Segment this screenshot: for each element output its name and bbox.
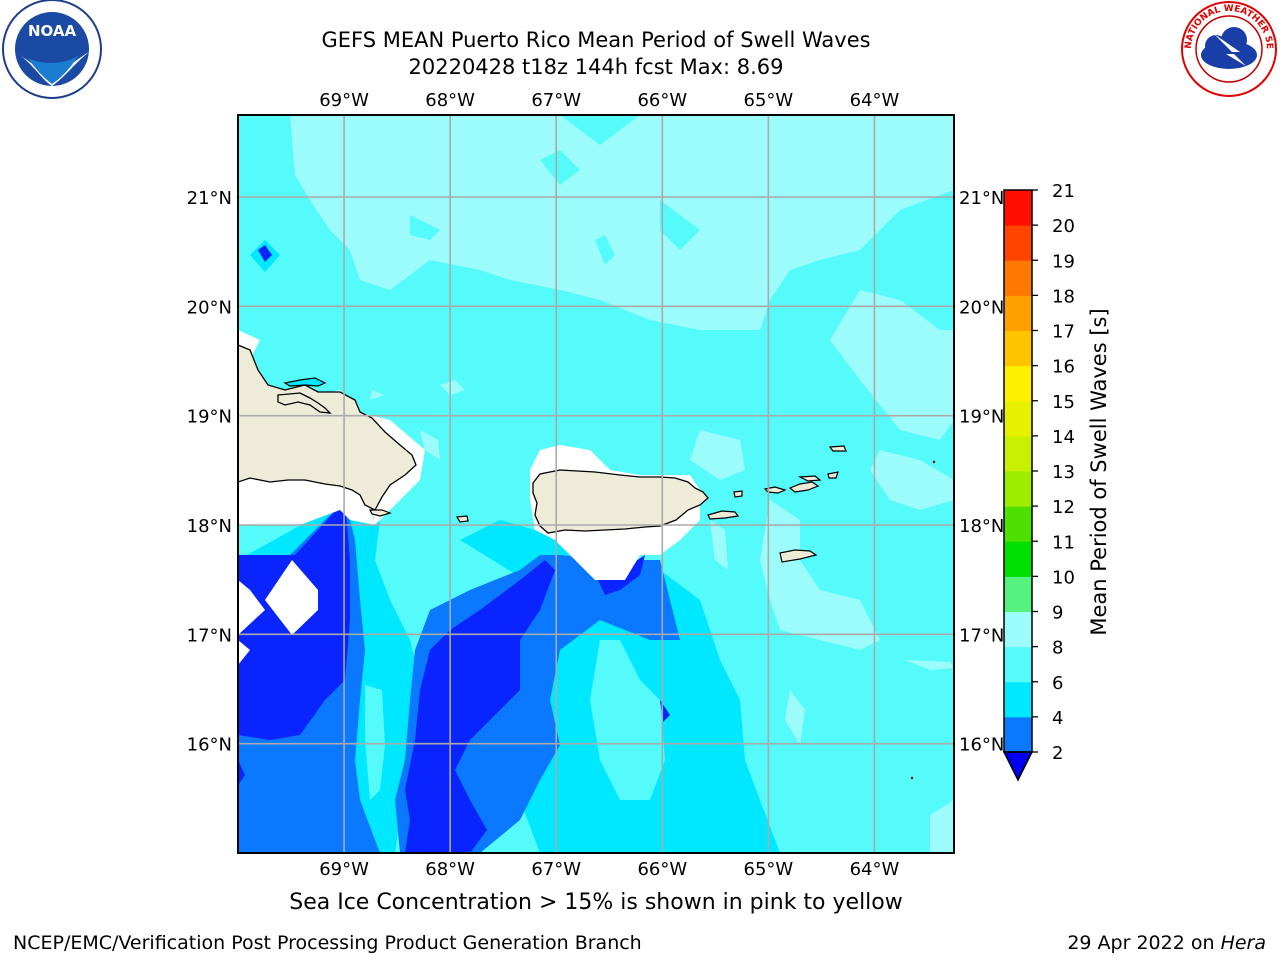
colorbar-segment: [1004, 471, 1032, 507]
swell-period-contours: [238, 115, 954, 853]
lat-tick-label-left: 16°N: [187, 735, 232, 756]
colorbar-tick-label: 19: [1052, 251, 1075, 272]
colorbar-segment: [1004, 716, 1032, 753]
colorbar-segment: [1004, 260, 1032, 296]
lat-tick-label-right: 17°N: [959, 625, 1004, 646]
lon-tick-label-bottom: 67°W: [531, 859, 581, 880]
colorbar-tick-label: 9: [1052, 603, 1063, 624]
footer-branch: NCEP/EMC/Verification Post Processing Pr…: [13, 932, 642, 954]
colorbar-tick-label: 21: [1052, 181, 1075, 202]
colorbar-segment: [1004, 681, 1032, 718]
colorbar-segment: [1004, 576, 1032, 612]
colorbar: 2 4 6 8 9 10 11 12 13 14 15 16 17 18 19 20 21: [1002, 181, 1075, 782]
graticule: [238, 115, 954, 853]
colorbar-tick-label: 20: [1052, 216, 1075, 237]
lon-tick-label-bottom: 65°W: [744, 859, 794, 880]
colorbar-segment: [1004, 330, 1032, 367]
colorbar-tick-label: 13: [1052, 462, 1075, 483]
colorbar-tick-label: 16: [1052, 357, 1075, 378]
lon-tick-label-top: 68°W: [425, 90, 475, 111]
colorbar-segment: [1004, 400, 1032, 437]
lat-tick-label-left: 19°N: [187, 407, 232, 428]
colorbar-label: Mean Period of Swell Waves [s]: [1087, 308, 1111, 635]
lat-tick-label-right: 16°N: [959, 735, 1004, 756]
colorbar-tick-label: 8: [1052, 638, 1063, 659]
land-hispaniola: [238, 344, 417, 511]
lon-tick-label-top: 65°W: [744, 90, 794, 111]
sea-ice-note: Sea Ice Concentration > 15% is shown in …: [289, 890, 903, 915]
lat-tick-label-left: 18°N: [187, 516, 232, 537]
colorbar-tick-label: 18: [1052, 286, 1075, 307]
lat-tick-label-left: 21°N: [187, 188, 232, 209]
footer-date-text: 29 Apr 2022 on: [1067, 932, 1215, 954]
lat-tick-label-right: 19°N: [959, 407, 1004, 428]
lon-tick-label-top: 67°W: [531, 90, 581, 111]
lon-tick-label-bottom: 69°W: [319, 859, 369, 880]
colorbar-tick-label: 11: [1052, 532, 1075, 553]
colorbar-segment: [1004, 541, 1032, 577]
chart-subtitle-run: 20220428 t18z 144h fcst Max: 8.69: [408, 55, 784, 79]
lat-tick-label-left: 20°N: [187, 297, 232, 318]
lon-tick-label-bottom: 64°W: [850, 859, 900, 880]
lon-tick-label-top: 66°W: [637, 90, 687, 111]
land-puerto-rico: [532, 469, 709, 534]
nws-logo: NATIONAL WEATHER SERVICE: [0, 0, 1277, 97]
footer-host: Hera: [1220, 932, 1266, 954]
lat-tick-label-right: 20°N: [959, 297, 1004, 318]
noaa-logo-text: NOAA: [28, 22, 77, 40]
colorbar-segment: [1004, 611, 1032, 648]
colorbar-tick-label: 10: [1052, 567, 1075, 588]
lon-tick-label-top: 64°W: [850, 90, 900, 111]
colorbar-segment: [1004, 365, 1032, 402]
colorbar-segment: [1004, 190, 1032, 226]
colorbar-segment: [1004, 435, 1032, 472]
colorbar-tick-label: 15: [1052, 392, 1075, 413]
footer-date: 29 Apr 2022 on Hera: [1067, 932, 1266, 954]
colorbar-tick-label: 14: [1052, 427, 1075, 448]
colorbar-tick-label: 12: [1052, 497, 1075, 518]
lat-tick-label-right: 18°N: [959, 516, 1004, 537]
map-frame: [237, 114, 955, 854]
colorbar-tick-label: 17: [1052, 322, 1075, 343]
lat-tick-label-left: 17°N: [187, 625, 232, 646]
colorbar-tick-label: 4: [1052, 708, 1063, 729]
noaa-logo: NOAA: [2, 0, 102, 99]
colorbar-tick-label: 2: [1052, 743, 1063, 764]
chart-title: GEFS MEAN Puerto Rico Mean Period of Swe…: [321, 28, 871, 52]
colorbar-segment: [1004, 506, 1032, 542]
nws-logo-ring-text: NATIONAL WEATHER SERVICE: [0, 0, 1274, 49]
lon-tick-label-bottom: 66°W: [637, 859, 687, 880]
colorbar-segment: [1004, 295, 1032, 331]
lat-tick-label-right: 21°N: [959, 188, 1004, 209]
colorbar-tick-label: 6: [1052, 673, 1063, 694]
colorbar-segment: [1004, 646, 1032, 683]
lon-tick-label-top: 69°W: [319, 90, 369, 111]
lon-tick-label-bottom: 68°W: [425, 859, 475, 880]
colorbar-segment: [1004, 225, 1032, 261]
colorbar-extend-arrow: [1002, 751, 1034, 782]
